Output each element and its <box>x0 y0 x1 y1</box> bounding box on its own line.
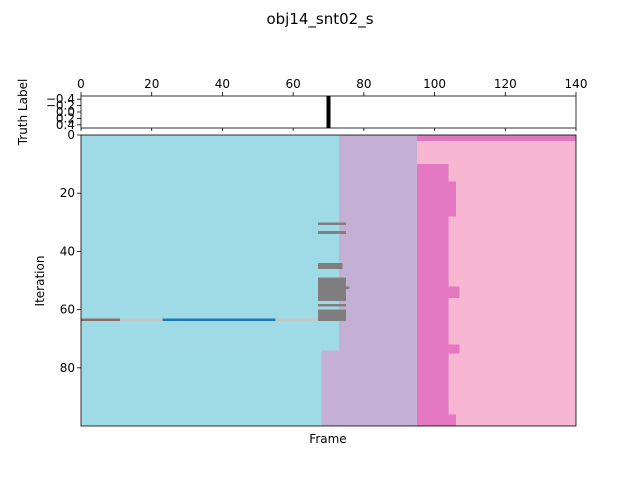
heatmap-cell-lavender <box>321 350 340 426</box>
top-x-tick-label: 120 <box>494 77 517 91</box>
truth-label-panel: 0 20 40 60 80 100 120 140 −0.4−0.20.00.20.4 Tru… <box>16 77 587 146</box>
heatmap-cell-blue <box>162 318 276 322</box>
top-x-tick-label: 20 <box>144 77 159 91</box>
truth-label-y-tick-label: 0.4 <box>56 118 75 132</box>
heatmap-frame <box>80 134 577 427</box>
heatmap-cells <box>81 135 576 426</box>
heatmap-cell-light-gray <box>275 318 318 322</box>
heatmap-cell-gray <box>317 277 347 301</box>
heatmap-cell-gray <box>317 309 347 319</box>
heatmap-cell-magenta <box>416 164 449 426</box>
heatmap-cell-gray <box>317 318 347 322</box>
iteration-y-tick-label: 0 <box>67 128 75 142</box>
truth-label-y-tick-label: 0.2 <box>56 111 75 125</box>
top-x-tick-label: 60 <box>286 77 301 91</box>
truth-label-markers <box>326 96 331 128</box>
heatmap-cell-gray <box>317 222 347 226</box>
heatmap-cell-gray <box>317 263 343 269</box>
top-x-tick-label: 40 <box>215 77 230 91</box>
truth-label-axis-label: Truth Label <box>16 79 30 147</box>
top-x-tick-label: 0 <box>77 77 85 91</box>
top-x-tick-label: 80 <box>356 77 371 91</box>
truth-label-y-tick-label: −0.4 <box>46 92 75 106</box>
iteration-heatmap-panel: 0 20 40 60 80 Iteration Frame <box>33 128 577 446</box>
heatmap-cell-magenta <box>448 344 460 354</box>
heatmap-cell-light-gray <box>119 318 163 322</box>
top-x-tick-label: 140 <box>565 77 588 91</box>
heatmap-cell-gray <box>346 286 350 290</box>
truth-label-y-ticks: −0.4−0.20.00.20.4 <box>46 92 81 132</box>
figure-title: obj14_snt02_s <box>266 10 373 29</box>
heatmap-cell-lavender <box>339 135 417 426</box>
heatmap-cell-cyan <box>81 135 340 426</box>
truth-label-marker <box>326 96 331 128</box>
iteration-axis-label: Iteration <box>33 256 47 307</box>
heatmap-cell-brown <box>81 318 120 322</box>
heatmap-cell-gray <box>317 303 347 307</box>
iteration-y-tick-label: 80 <box>60 361 75 375</box>
iteration-y-tick-label: 60 <box>60 303 75 317</box>
top-x-tick-label: 100 <box>423 77 446 91</box>
iteration-y-tick-label: 40 <box>60 244 75 258</box>
heatmap-cell-magenta <box>448 414 456 426</box>
heatmap-cell-magenta <box>448 181 456 217</box>
iteration-y-tick-label: 20 <box>60 186 75 200</box>
heatmap-cell-gray <box>317 231 347 234</box>
heatmap-cell-magenta <box>416 135 576 141</box>
iteration-y-ticks: 0 20 40 60 80 <box>60 128 81 375</box>
heatmap-cell-magenta <box>448 286 460 298</box>
frame-axis-label: Frame <box>309 432 346 446</box>
truth-label-y-tick-label: −0.2 <box>46 99 75 113</box>
top-x-ticks: 0 20 40 60 80 100 120 140 <box>77 77 587 131</box>
truth-label-y-tick-label: 0.0 <box>56 105 75 119</box>
